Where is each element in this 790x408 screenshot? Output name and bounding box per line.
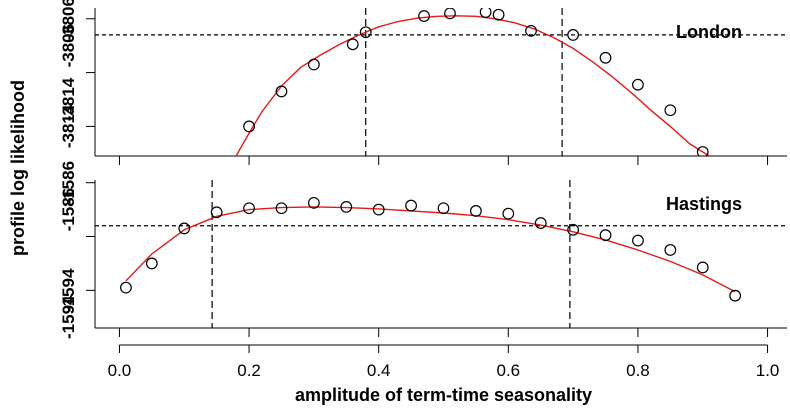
fit-curve — [125, 206, 736, 293]
data-point — [567, 223, 580, 236]
y-tick-label: -3806 — [59, 0, 78, 41]
data-point — [525, 24, 537, 37]
data-point — [479, 8, 492, 18]
x-axis-title: amplitude of term-time seasonality — [295, 385, 592, 405]
plot-area — [95, 8, 787, 156]
panel-label: London — [676, 22, 742, 42]
data-point — [729, 289, 742, 302]
data-point — [346, 38, 359, 51]
data-point — [178, 222, 191, 235]
data-point — [372, 203, 385, 216]
x-tick-label: 0.0 — [108, 361, 132, 380]
panel-label: Hastings — [666, 194, 742, 214]
data-point — [120, 281, 132, 294]
data-point — [275, 202, 288, 215]
data-point — [534, 217, 547, 229]
x-tick-label: 0.6 — [496, 361, 520, 380]
data-point — [418, 10, 430, 22]
data-point — [470, 205, 482, 217]
x-tick-label: 1.0 — [756, 361, 780, 380]
panel-hastings: -1586-1586 -1594-1594 Hastings — [59, 161, 787, 339]
data-point — [664, 244, 677, 256]
data-point — [664, 104, 677, 117]
data-point — [599, 229, 612, 242]
x-axis: 0.0 0.2 0.4 0.6 0.8 1.0 — [108, 344, 780, 380]
y-tick-label: -3814 — [59, 104, 78, 148]
fit-curve — [235, 15, 710, 156]
data-point — [307, 196, 320, 209]
x-tick-label: 0.2 — [237, 361, 261, 380]
data-point — [210, 206, 223, 219]
data-point — [243, 202, 255, 215]
data-point — [307, 58, 320, 71]
data-point — [502, 207, 515, 220]
data-point — [359, 26, 372, 39]
data-point — [632, 78, 644, 91]
data-point — [340, 201, 353, 213]
data-point — [405, 199, 417, 212]
y-tick-label: -3806 — [59, 24, 78, 67]
y-tick-label: -1594 — [59, 295, 78, 339]
data-point — [444, 8, 456, 20]
data-point — [632, 234, 644, 247]
data-point — [145, 257, 158, 270]
y-axis-title: profile log likelihood — [8, 80, 28, 256]
y-tick-label: -1594 — [59, 268, 78, 312]
plot-area — [95, 180, 787, 328]
data-point — [275, 85, 288, 98]
y-tick-label: -1586 — [59, 161, 78, 204]
data-point — [243, 120, 255, 133]
x-tick-label: 0.4 — [367, 361, 391, 380]
data-point — [437, 202, 450, 215]
y-tick-label: -3814 — [59, 77, 78, 121]
panel-london: -3806-3806 -3814-3814 London — [59, 0, 787, 165]
data-point — [696, 261, 709, 274]
data-point — [696, 146, 709, 156]
data-point — [492, 8, 505, 21]
data-point — [599, 51, 612, 64]
x-tick-label: 0.8 — [626, 361, 650, 380]
y-tick-label: -1586 — [59, 188, 78, 231]
data-point — [567, 29, 580, 41]
